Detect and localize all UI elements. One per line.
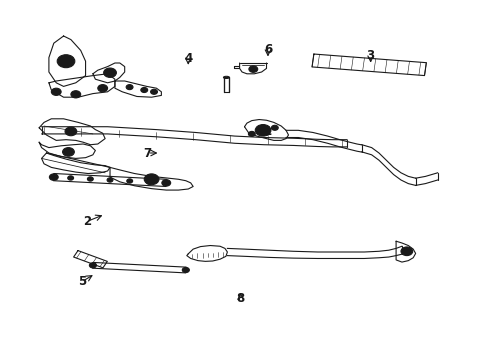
Circle shape — [248, 66, 257, 72]
Text: 6: 6 — [264, 43, 271, 56]
Circle shape — [144, 174, 159, 185]
Circle shape — [141, 87, 147, 93]
Text: 8: 8 — [236, 292, 244, 305]
Circle shape — [162, 180, 170, 186]
Circle shape — [62, 148, 74, 156]
Circle shape — [400, 247, 412, 256]
Circle shape — [150, 89, 157, 94]
Circle shape — [126, 179, 132, 183]
Circle shape — [126, 85, 133, 90]
Text: 3: 3 — [366, 49, 374, 62]
Circle shape — [182, 267, 189, 273]
Circle shape — [89, 263, 96, 268]
Circle shape — [107, 178, 113, 182]
Circle shape — [71, 91, 81, 98]
Circle shape — [103, 68, 116, 77]
Circle shape — [65, 127, 77, 136]
Text: 7: 7 — [143, 147, 151, 159]
Circle shape — [146, 180, 152, 184]
Circle shape — [87, 177, 93, 181]
Circle shape — [248, 131, 255, 136]
Circle shape — [49, 174, 58, 180]
Text: 5: 5 — [78, 275, 86, 288]
Text: 4: 4 — [184, 52, 192, 65]
Circle shape — [255, 125, 270, 136]
Circle shape — [271, 125, 278, 130]
Text: 2: 2 — [83, 215, 91, 228]
Circle shape — [98, 85, 107, 92]
Circle shape — [57, 55, 75, 68]
Text: 1: 1 — [264, 125, 271, 138]
Circle shape — [51, 88, 61, 95]
Circle shape — [67, 176, 73, 180]
